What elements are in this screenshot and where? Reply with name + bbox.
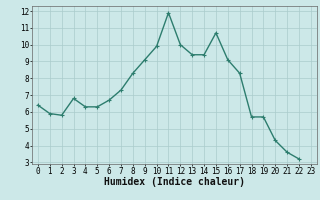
- X-axis label: Humidex (Indice chaleur): Humidex (Indice chaleur): [104, 177, 245, 187]
